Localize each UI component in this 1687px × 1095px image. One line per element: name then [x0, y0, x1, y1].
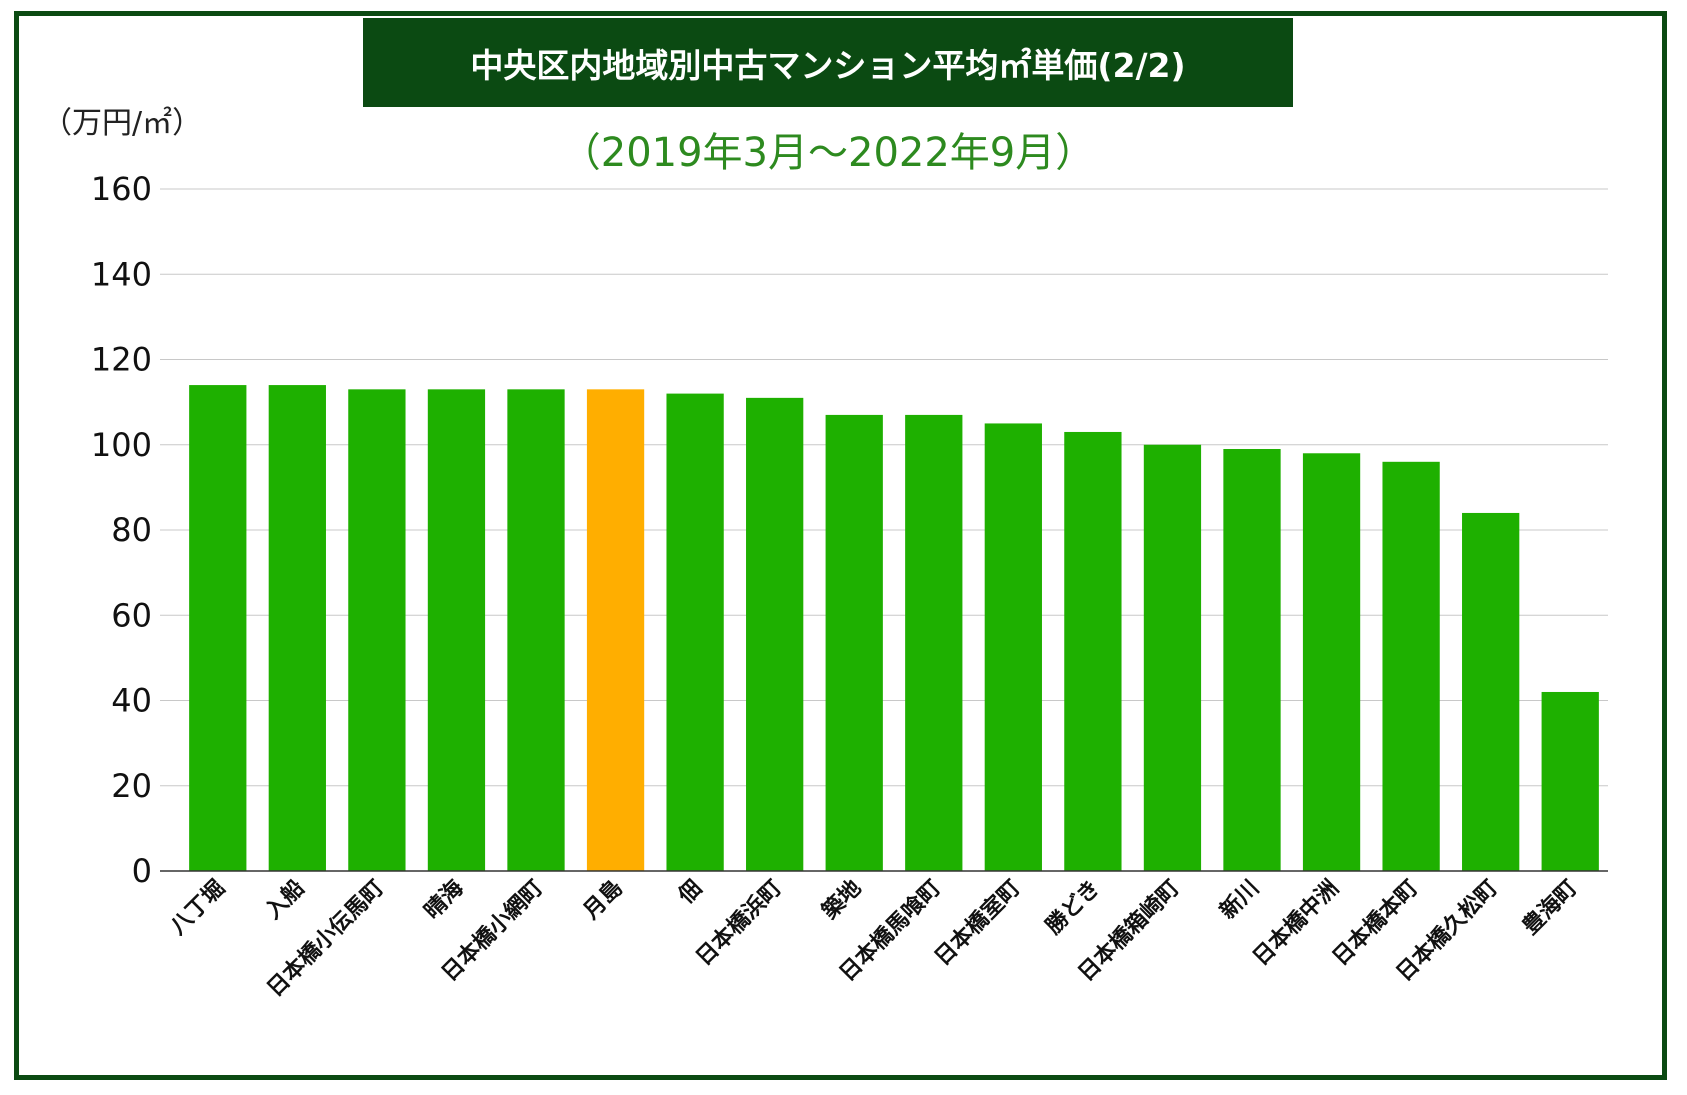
bar-築地 — [825, 414, 883, 871]
y-tick-label-120: 120 — [91, 341, 152, 379]
y-tick-label-140: 140 — [91, 255, 152, 293]
y-tick-label-20: 20 — [111, 767, 152, 805]
y-tick-label-80: 80 — [111, 511, 152, 549]
bar-月島 — [586, 389, 645, 871]
bar-日本橋室町 — [984, 423, 1042, 871]
y-axis-unit-label: （万円/㎡） — [42, 106, 203, 141]
bar-日本橋浜町 — [746, 397, 804, 871]
y-tick-label-40: 40 — [111, 682, 152, 720]
y-tick-label-60: 60 — [111, 596, 152, 634]
bar-日本橋中洲 — [1302, 453, 1361, 871]
chart-title: 中央区内地域別中古マンション平均㎡単価(2/2) — [363, 18, 1293, 107]
x-tick-label-月島: 月島 — [578, 875, 628, 925]
chart-subtitle: （2019年3月〜2022年9月） — [560, 130, 1096, 176]
x-tick-label-勝どき: 勝どき — [1041, 876, 1105, 940]
bar-日本橋箱崎町 — [1143, 444, 1202, 871]
bar-日本橋小伝馬町 — [348, 389, 406, 871]
y-tick-label-160: 160 — [91, 170, 152, 208]
y-tick-label-100: 100 — [91, 426, 152, 464]
x-tick-label-新川: 新川 — [1215, 875, 1265, 925]
bars — [189, 385, 1599, 871]
bar-新川 — [1223, 449, 1281, 871]
bar-豊海町 — [1541, 691, 1599, 871]
y-tick-labels: 0 20 40 60 80 100 120 140 160 — [91, 170, 152, 890]
bar-勝どき — [1064, 431, 1122, 871]
bar-入船 — [268, 385, 326, 871]
x-tick-label-佃: 佃 — [673, 876, 707, 910]
bar-日本橋本町 — [1382, 461, 1440, 871]
bar-八丁堀 — [189, 385, 247, 871]
bar-佃 — [666, 393, 724, 871]
x-tick-label-豊海町: 豊海町 — [1517, 875, 1582, 940]
bar-日本橋小網町 — [507, 389, 565, 871]
bar-日本橋馬喰町 — [905, 414, 963, 871]
bar-日本橋久松町 — [1462, 512, 1520, 871]
x-tick-label-晴海: 晴海 — [419, 875, 469, 925]
x-tick-label-日本橋中洲: 日本橋中洲 — [1248, 876, 1343, 971]
x-tick-label-八丁堀: 八丁堀 — [166, 876, 230, 940]
bar-晴海 — [427, 389, 486, 871]
x-tick-label-入船: 入船 — [260, 875, 310, 925]
x-tick-label-日本橋浜町: 日本橋浜町 — [691, 876, 786, 971]
x-tick-label-築地: 築地 — [816, 875, 866, 925]
x-tick-label-日本橋室町: 日本橋室町 — [929, 875, 1025, 971]
y-tick-label-0: 0 — [132, 852, 152, 890]
